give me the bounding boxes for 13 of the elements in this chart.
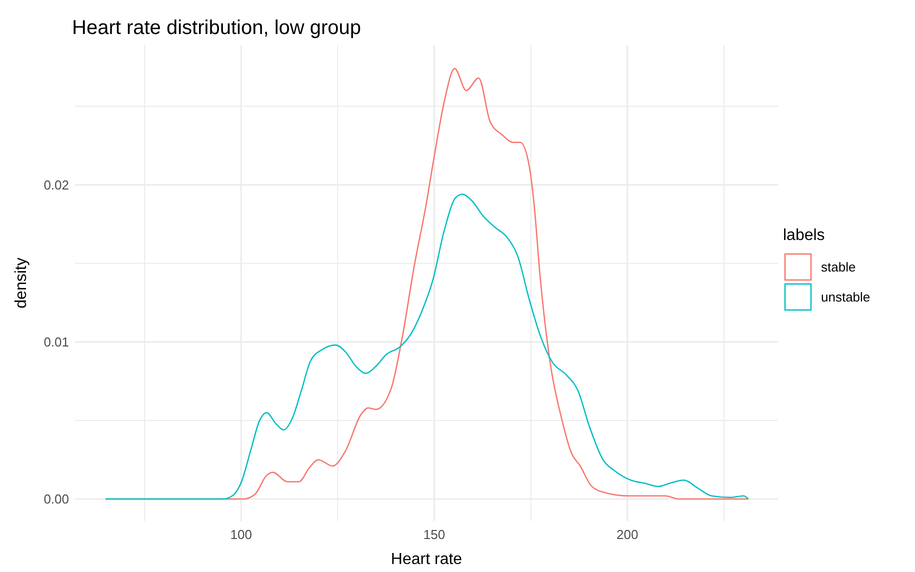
y-tick-label: 0.01 xyxy=(44,334,69,350)
y-tick-label: 0.02 xyxy=(44,177,69,192)
x-tick-label: 150 xyxy=(423,527,446,542)
x-axis-title: Heart rate xyxy=(390,551,462,568)
x-tick-label: 100 xyxy=(230,527,252,542)
y-tick-label: 0.00 xyxy=(44,492,69,507)
chart-title: Heart rate distribution, low group xyxy=(72,17,362,39)
legend-title: labels xyxy=(783,227,825,244)
x-tick-label: 200 xyxy=(616,527,638,542)
legend-label: stable xyxy=(821,260,856,275)
y-axis-title: density xyxy=(13,258,30,308)
legend-label: unstable xyxy=(821,290,870,305)
line-series xyxy=(104,194,749,500)
